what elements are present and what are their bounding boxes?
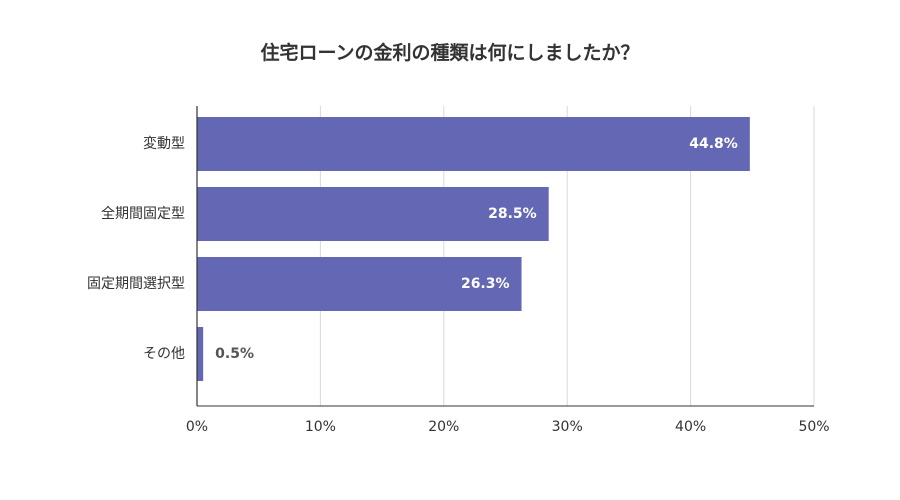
- data-label-2: 28.5%: [488, 206, 537, 222]
- x-tick-label-20: 20%: [428, 419, 459, 435]
- x-tick-label-30: 30%: [552, 419, 583, 435]
- x-tick-label-50: 50%: [798, 419, 829, 435]
- category-label-3: 固定期間選択型: [87, 276, 185, 292]
- bar-1: [197, 117, 750, 171]
- data-label-1: 44.8%: [689, 136, 738, 152]
- bar-2: [197, 187, 549, 241]
- x-tick-label-0: 0%: [186, 419, 208, 435]
- chart-title: 住宅ローンの金利の種類は何にしましたか？: [260, 42, 640, 64]
- data-label-3: 26.3%: [461, 276, 510, 292]
- bar-3: [197, 257, 522, 311]
- category-label-4: その他: [143, 346, 185, 362]
- x-tick-label-40: 40%: [675, 419, 706, 435]
- category-label-1: 変動型: [143, 135, 185, 152]
- x-tick-label-10: 10%: [305, 419, 336, 435]
- category-label-2: 全期間固定型: [101, 205, 185, 222]
- data-label-4: 0.5%: [215, 346, 254, 362]
- bar-4: [197, 327, 204, 381]
